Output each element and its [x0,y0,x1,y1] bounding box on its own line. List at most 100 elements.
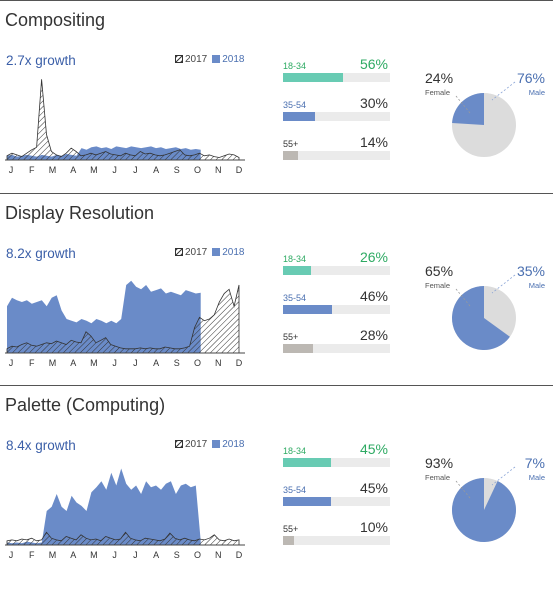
chart-legend: 2017 2018 [172,247,245,258]
month-tick-label: J [9,165,14,175]
age-bar-track [283,344,390,353]
male-leader-line [491,81,516,101]
month-tick-label: O [194,550,201,560]
legend-label-2018: 2018 [222,247,245,258]
age-bar-track [283,536,390,545]
gender-pie: 93% Female 7% Male [420,445,550,555]
age-row: 35-54 45% [283,479,390,518]
month-tick-label: A [153,550,159,560]
series-2017-area [6,284,240,354]
gender-pie: 65% Female 35% Male [420,253,550,363]
age-percent: 14% [359,134,388,150]
age-group-label: 18-34 [283,446,307,456]
month-tick-label: S [174,358,180,368]
age-percent: 45% [359,480,388,496]
month-tick-label: J [9,550,14,560]
age-bar-fill [283,305,333,314]
month-tick-label: S [174,550,180,560]
month-tick-label: A [70,165,76,175]
series-2017-area [6,531,240,546]
age-breakdown: 18-34 45% 35-54 45% 55+ 10% [283,440,390,557]
month-tick-label: A [153,358,159,368]
age-bar-track [283,266,390,275]
legend-swatch-2017 [172,439,186,449]
month-tick-label: D [236,550,243,560]
age-breakdown: 18-34 26% 35-54 46% 55+ 28% [283,248,390,365]
age-group-label: 35-54 [283,293,307,303]
month-tick-label: M [90,358,98,368]
male-label: Male [528,473,545,482]
age-group-label: 18-34 [283,61,307,71]
growth-label: 8.4x growth [6,438,76,453]
legend-label-2018: 2018 [222,439,245,450]
month-tick-label: J [112,358,117,368]
male-percent: 35% [516,263,545,279]
legend-swatch-2017 [172,247,186,257]
age-bar-fill [283,266,311,275]
gender-pie: 24% Female 76% Male [420,60,550,170]
pie-chart [451,466,516,542]
pie-slice-female [451,478,516,542]
section-1: Display Resolution 8.2x growth 2017 2018 J F M… [0,193,553,383]
age-group-label: 55+ [283,332,299,342]
age-bar-track [283,458,390,467]
section-divider [0,193,553,194]
section-title: Display Resolution [5,203,155,223]
growth-label: 8.2x growth [6,246,76,261]
age-row: 35-54 30% [283,94,390,133]
legend-swatch-2017 [172,54,186,64]
month-tick-label: M [49,550,57,560]
male-leader-line [491,274,516,294]
male-label: Male [528,88,545,97]
legend-label-2017: 2017 [185,54,208,65]
section-title: Compositing [5,10,106,30]
age-bar-fill [283,458,332,467]
month-tick-label: F [29,165,35,175]
age-group-label: 18-34 [283,254,307,264]
age-bar-track [283,73,390,82]
age-percent: 45% [359,441,388,457]
section-0: Compositing 2.7x growth 2017 2018 J F M A M J J A S O… [0,0,553,190]
month-tick-label: M [49,165,57,175]
age-percent: 10% [359,519,388,535]
age-row: 35-54 46% [283,287,390,326]
age-row: 55+ 14% [283,133,390,172]
series-2018-area [7,280,201,353]
chart-legend: 2017 2018 [172,439,245,450]
month-tick-label: A [153,165,159,175]
month-tick-label: O [194,165,201,175]
male-percent: 7% [524,455,545,471]
age-bar-track [283,112,390,121]
age-row: 55+ 10% [283,518,390,557]
section-divider [0,385,553,386]
age-row: 18-34 56% [283,55,390,94]
age-row: 55+ 28% [283,326,390,365]
pie-slice-female [452,93,484,125]
month-tick-label: N [215,165,222,175]
age-bar-fill [283,344,313,353]
age-bar-track [283,497,390,506]
female-label: Female [425,88,451,97]
month-tick-label: O [194,358,201,368]
month-tick-label: M [90,165,98,175]
age-percent: 28% [359,327,388,343]
month-tick-label: A [70,550,76,560]
legend-label-2017: 2017 [185,439,208,450]
female-percent: 93% [425,455,454,471]
month-tick-label: A [70,358,76,368]
age-group-label: 55+ [283,139,299,149]
month-tick-label: M [49,358,57,368]
age-percent: 46% [359,288,388,304]
pie-chart [452,274,516,350]
legend-swatch-2018 [212,248,221,256]
age-row: 18-34 26% [283,248,390,287]
age-group-label: 35-54 [283,485,307,495]
age-breakdown: 18-34 56% 35-54 30% 55+ 14% [283,55,390,172]
month-tick-label: J [133,165,138,175]
month-tick-label: D [236,165,243,175]
month-tick-label: J [9,358,14,368]
female-label: Female [425,473,451,482]
month-tick-label: N [215,550,222,560]
month-tick-label: J [133,550,138,560]
